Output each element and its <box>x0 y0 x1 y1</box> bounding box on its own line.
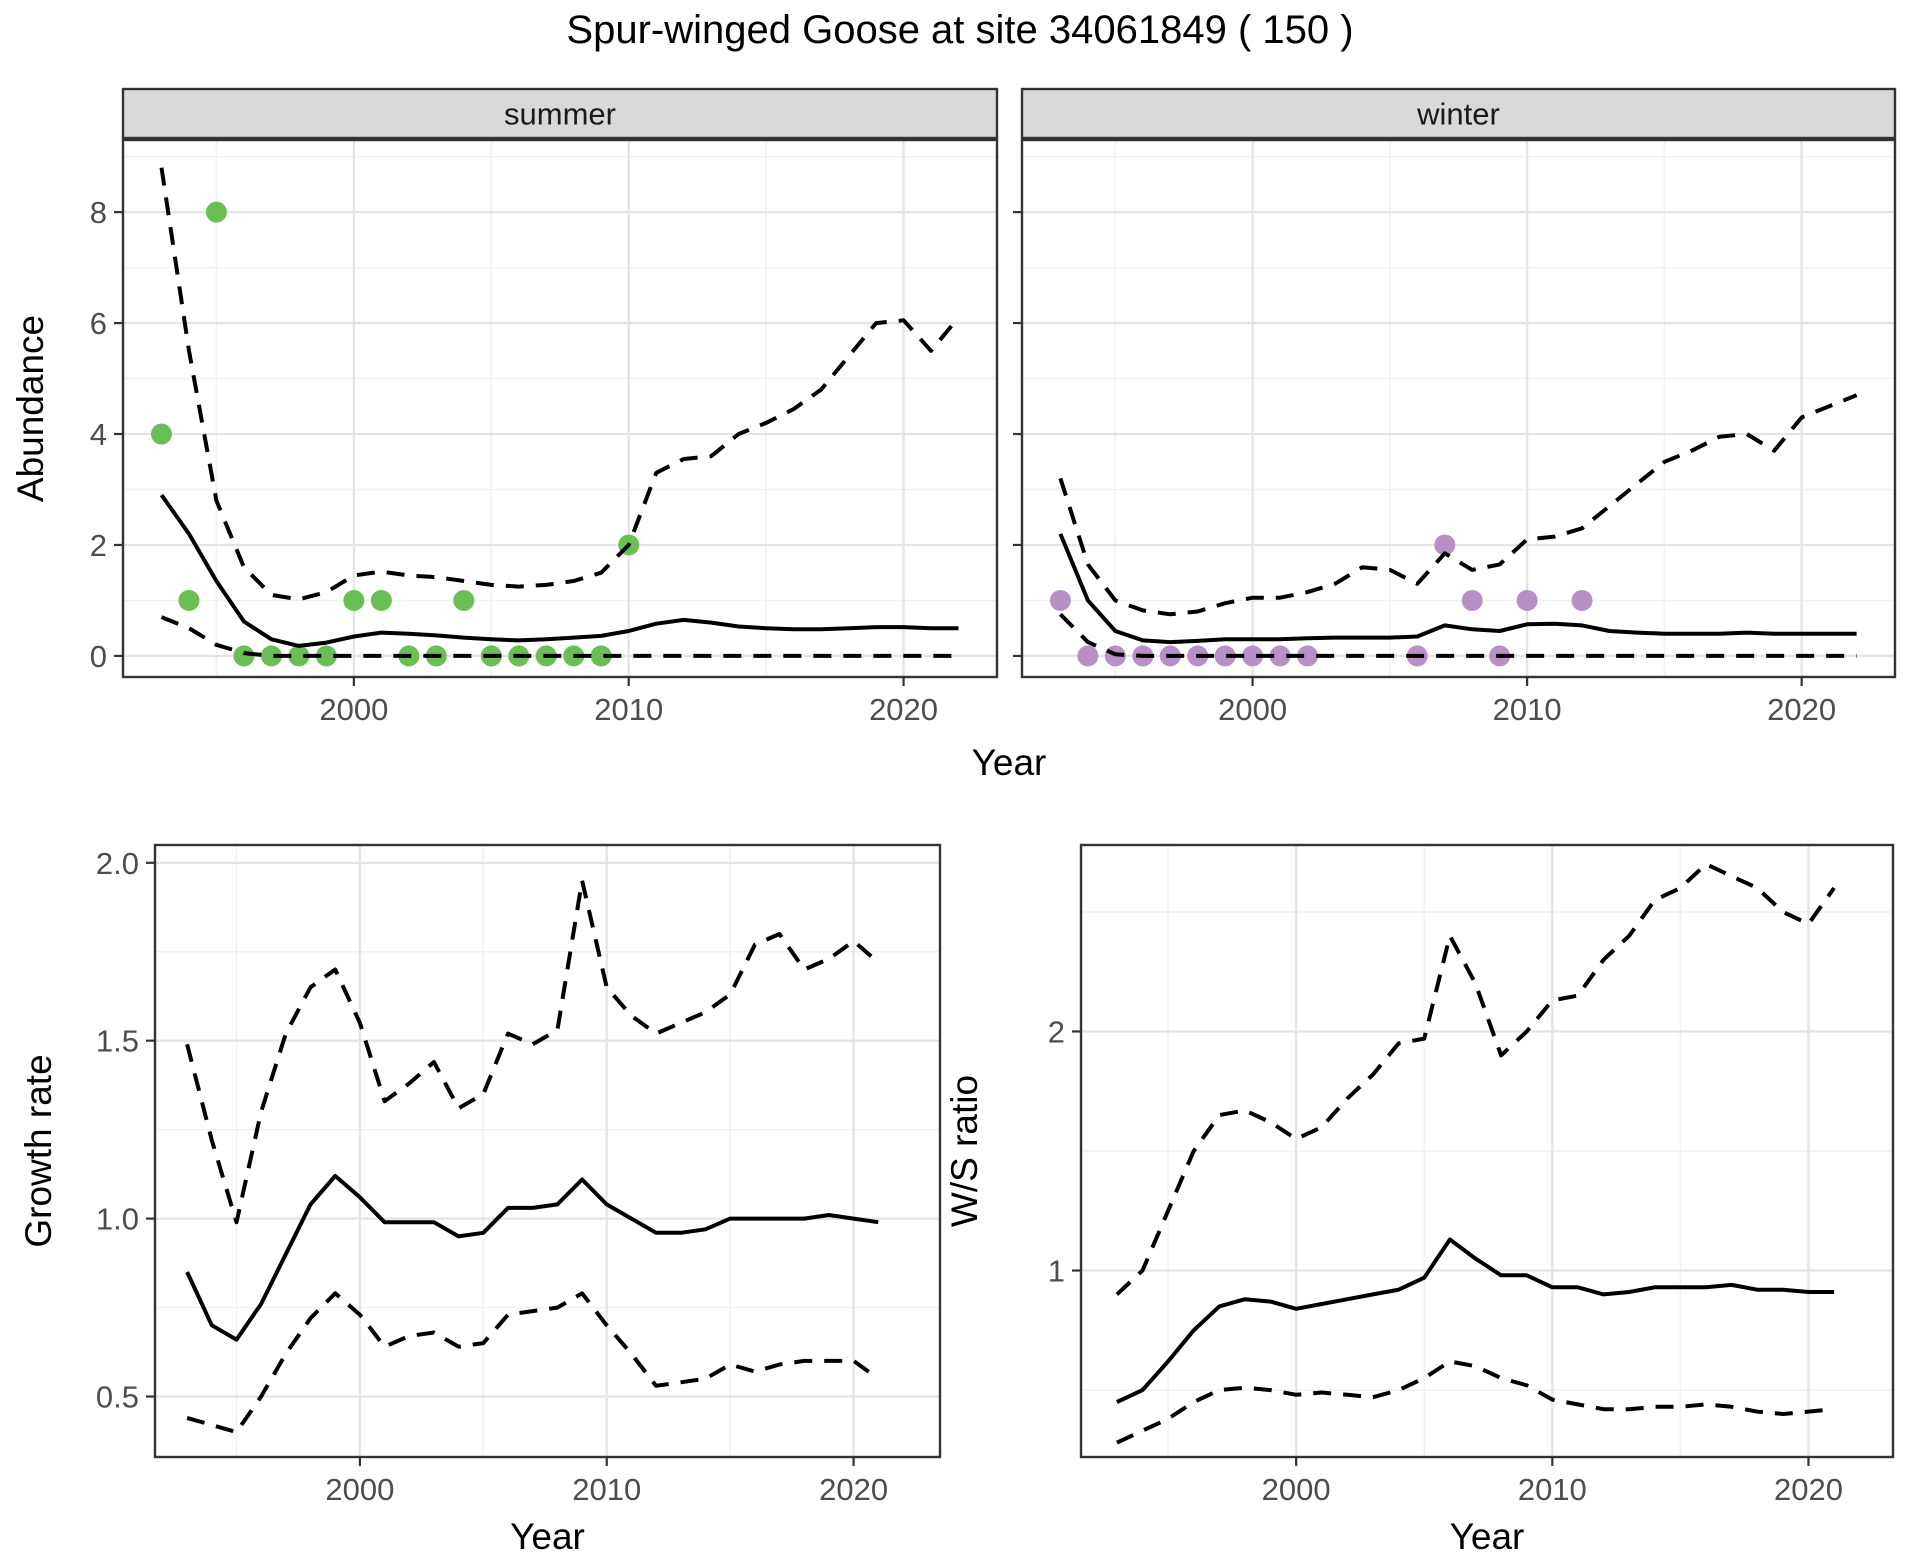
ws-ratio-lower-ci-line <box>1116 1359 1835 1445</box>
facet-strip <box>1020 87 1897 140</box>
x-tick-label: 2000 <box>319 692 388 727</box>
x-tick-label: 2020 <box>1767 692 1836 727</box>
strip-label-summer: summer <box>504 97 616 132</box>
x-axis-title-growth: Year <box>510 1516 585 1557</box>
x-tick-label: 2010 <box>1493 692 1562 727</box>
abundance-summer-data-point <box>315 645 337 667</box>
x-tick-label: 2020 <box>1774 1472 1843 1507</box>
x-tick-label: 2000 <box>1218 692 1287 727</box>
abundance-summer-data-point <box>288 645 310 667</box>
facet-strip <box>121 87 999 140</box>
abundance-summer-data-point <box>370 589 392 611</box>
abundance-summer-data-point <box>260 645 282 667</box>
abundance-summer-data-point <box>178 589 200 611</box>
abundance-winter-data-point <box>1297 645 1319 667</box>
x-axis-title-abundance: Year <box>972 742 1047 783</box>
y-tick-label: 8 <box>90 195 107 230</box>
growth-rate-lower-ci-line <box>186 1291 880 1435</box>
abundance-winter-panel <box>1022 140 1895 677</box>
y-tick-label: 4 <box>90 417 107 452</box>
abundance-winter-data-point <box>1461 589 1483 611</box>
abundance-winter-panel-border <box>1020 138 1897 679</box>
x-tick-label: 2020 <box>869 692 938 727</box>
abundance-summer-data-point <box>343 589 365 611</box>
abundance-summer-data-point <box>150 423 172 445</box>
abundance-winter-lower-ci-line <box>1058 612 1857 658</box>
abundance-summer-data-point <box>590 645 612 667</box>
abundance-summer-panel <box>123 140 997 677</box>
x-tick-label: 2010 <box>572 1472 641 1507</box>
growth-rate-median-line <box>185 1173 879 1342</box>
y-axis-title-growth-rate: Growth rate <box>18 1054 59 1247</box>
figure-title: Spur-winged Goose at site 34061849 ( 150… <box>566 8 1354 52</box>
abundance-summer-data-point <box>453 589 475 611</box>
x-tick-label: 2010 <box>1518 1472 1587 1507</box>
growth-rate-panel <box>155 845 940 1457</box>
abundance-summer-data-point <box>205 201 227 223</box>
ws-ratio-panel-border <box>1079 843 1895 1459</box>
x-axis-title-ws: Year <box>1450 1516 1525 1557</box>
x-tick-label: 2010 <box>594 692 663 727</box>
y-tick-label: 6 <box>90 306 107 341</box>
y-tick-label: 2 <box>1048 1014 1065 1049</box>
y-axis-title-ws-ratio: W/S ratio <box>944 1075 985 1227</box>
abundance-summer-lower-ci-line <box>160 615 959 658</box>
abundance-winter-upper-ci-line <box>1058 393 1858 617</box>
x-tick-label: 2000 <box>325 1472 394 1507</box>
x-tick-label: 2000 <box>1262 1472 1331 1507</box>
abundance-winter-data-point <box>1214 645 1236 667</box>
abundance-winter-data-point <box>1077 645 1099 667</box>
y-tick-label: 1.0 <box>96 1202 139 1237</box>
strip-label-winter: winter <box>1416 97 1500 132</box>
abundance-winter-median-line <box>1058 533 1857 645</box>
abundance-winter-data-point <box>1242 645 1264 667</box>
abundance-winter-data-point <box>1571 589 1593 611</box>
y-tick-label: 1.5 <box>96 1024 139 1059</box>
abundance-winter-data-point <box>1434 534 1456 556</box>
x-tick-label: 2020 <box>819 1472 888 1507</box>
y-tick-label: 0 <box>90 639 107 674</box>
growth-rate-panel-border <box>153 843 942 1459</box>
ws-ratio-median-line <box>1116 1237 1835 1404</box>
y-tick-label: 0.5 <box>96 1380 139 1415</box>
ws-ratio-upper-ci-line <box>1115 862 1836 1296</box>
y-tick-label: 2.0 <box>96 846 139 881</box>
y-tick-label: 2 <box>90 528 107 563</box>
y-axis-title-abundance-summer: Abundance <box>10 315 51 502</box>
abundance-winter-data-point <box>1516 589 1538 611</box>
y-tick-label: 1 <box>1048 1254 1065 1289</box>
abundance-summer-panel-border <box>121 138 999 679</box>
abundance-summer-data-point <box>233 645 255 667</box>
abundance-winter-data-point <box>1049 589 1071 611</box>
abundance-summer-median-line <box>159 493 959 648</box>
abundance-winter-data-point <box>1269 645 1291 667</box>
